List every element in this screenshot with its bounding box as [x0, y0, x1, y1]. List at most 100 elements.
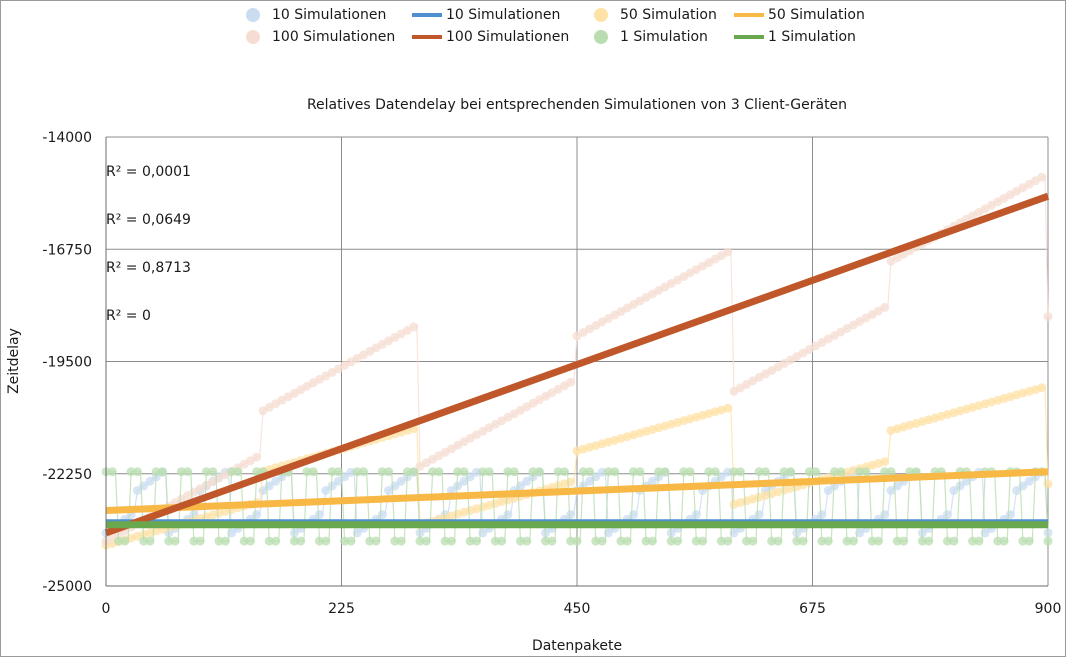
data-point	[202, 467, 211, 477]
data-point	[446, 536, 456, 546]
data-point	[1043, 536, 1053, 546]
data-point	[252, 452, 262, 462]
data-point	[509, 467, 519, 477]
data-point	[503, 467, 513, 477]
data-point	[465, 536, 475, 546]
data-point	[880, 510, 890, 520]
data-point	[899, 536, 909, 546]
data-point	[823, 486, 833, 495]
data-point	[974, 536, 984, 546]
data-point	[1043, 312, 1053, 322]
data-point	[754, 467, 764, 477]
legend-label: 50 Simulation	[620, 7, 717, 23]
data-point	[195, 536, 205, 546]
data-point	[597, 536, 607, 546]
data-point	[428, 467, 438, 477]
data-point	[503, 510, 513, 520]
data-point	[490, 536, 500, 546]
legend-label: 10 Simulationen	[272, 7, 387, 23]
data-point	[472, 536, 481, 546]
data-point	[522, 536, 532, 546]
data-point	[315, 510, 324, 520]
data-point	[585, 476, 595, 486]
data-point	[1005, 510, 1015, 520]
data-point	[333, 476, 343, 486]
data-point	[528, 467, 538, 477]
x-tick-label: 0	[102, 601, 111, 617]
data-point	[402, 467, 412, 477]
data-point	[955, 481, 965, 491]
data-point	[578, 467, 588, 477]
data-point	[647, 476, 657, 486]
data-point	[183, 467, 193, 477]
data-point	[384, 486, 394, 495]
data-point	[459, 476, 469, 486]
data-point	[660, 467, 670, 477]
data-point	[1018, 536, 1028, 546]
data-point	[151, 467, 161, 477]
legend-item-10sim-trend: 10 Simulationen	[412, 4, 560, 26]
data-point	[541, 536, 551, 546]
data-point	[132, 467, 142, 477]
y-tick-label: -22250	[42, 467, 92, 483]
data-point	[917, 536, 927, 546]
data-point	[126, 467, 136, 477]
data-point	[610, 467, 620, 477]
data-point	[421, 536, 431, 546]
data-point	[723, 247, 733, 257]
data-point	[296, 536, 306, 546]
data-point	[346, 536, 356, 546]
data-point	[961, 476, 971, 486]
data-point	[214, 536, 224, 546]
data-point	[572, 536, 582, 546]
data-point	[271, 476, 281, 486]
data-point	[396, 536, 406, 546]
data-point	[321, 486, 331, 495]
r2-annotation: R² = 0,0001	[106, 164, 191, 180]
data-point	[823, 536, 833, 546]
data-point	[415, 536, 425, 546]
legend-label: 50 Simulation	[768, 7, 865, 23]
legend-item-100sim-trend: 100 Simulationen	[412, 26, 569, 48]
data-point	[139, 536, 149, 546]
data-point	[830, 467, 839, 477]
data-point	[704, 467, 714, 477]
data-point	[999, 536, 1009, 546]
data-point	[949, 486, 959, 495]
data-point	[585, 467, 595, 477]
data-point	[842, 536, 852, 546]
data-point	[547, 536, 557, 546]
data-point	[880, 303, 890, 312]
data-point	[779, 467, 789, 477]
data-point	[315, 536, 324, 546]
x-tick-label: 675	[799, 601, 826, 617]
data-point	[559, 467, 569, 477]
data-point	[377, 510, 387, 520]
data-point	[340, 536, 350, 546]
y-tick-label: -25000	[42, 579, 92, 595]
data-point	[189, 536, 199, 546]
x-axis-label: Datenpakete	[532, 638, 622, 654]
x-tick-label: 900	[1035, 601, 1062, 617]
data-point	[534, 467, 544, 477]
data-point	[654, 467, 664, 477]
data-point	[855, 467, 865, 477]
data-point	[566, 536, 576, 546]
data-point	[478, 467, 488, 477]
legend-item-1sim-points: 1 Simulation	[586, 26, 708, 48]
data-point	[252, 510, 262, 520]
data-point	[107, 467, 117, 477]
data-point	[729, 467, 739, 477]
data-point	[786, 467, 795, 477]
data-point	[453, 481, 463, 491]
data-point	[629, 467, 638, 477]
data-point	[716, 536, 726, 546]
data-point	[396, 476, 406, 486]
data-point	[333, 467, 343, 477]
data-point	[817, 536, 827, 546]
data-point	[892, 536, 902, 546]
data-point	[359, 467, 368, 477]
data-point	[409, 322, 419, 332]
data-point	[264, 536, 274, 546]
